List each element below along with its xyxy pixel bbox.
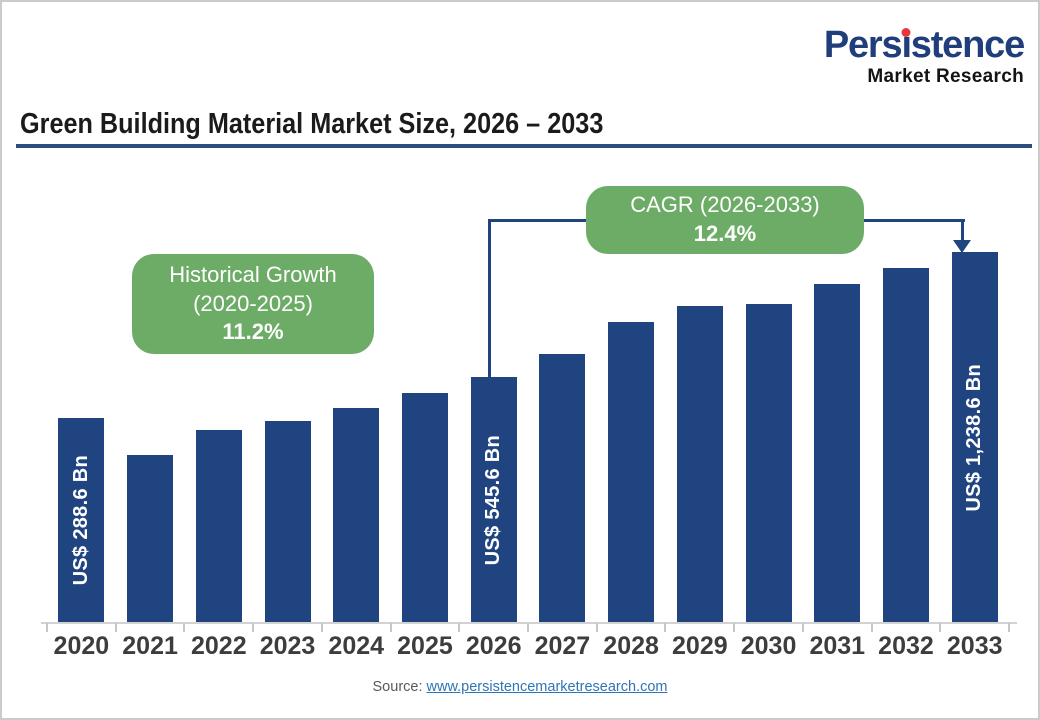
x-axis-line: [41, 622, 1017, 624]
x-axis-label-2029: 2029: [672, 632, 728, 660]
logo-text-pre: Pers: [823, 24, 903, 66]
bar-2023: [264, 421, 311, 623]
axis-tick: [252, 623, 255, 632]
bar-chart: US$ 288.6 Bn US$ 545.6 Bn US$ 1,238.6 Bn 2…: [41, 172, 1017, 660]
bar-cell-2029: [665, 172, 734, 623]
bar-2024: [333, 408, 380, 623]
historical-growth-line1: Historical Growth: [169, 262, 337, 288]
cagr-line1: CAGR (2026-2033): [630, 192, 820, 218]
x-axis-label-2026: 2026: [465, 632, 522, 660]
axis-tick: [664, 623, 667, 632]
bar-2029: [676, 306, 723, 623]
bar-2032: [882, 268, 929, 623]
x-axis-label-2031: 2031: [809, 632, 866, 660]
bar-cell-2020: US$ 288.6 Bn: [47, 172, 116, 623]
bar-cell-2022: [184, 172, 253, 623]
bars-row: US$ 288.6 Bn US$ 545.6 Bn US$ 1,238.6 Bn: [47, 172, 1009, 623]
x-axis-label-2025: 2025: [397, 632, 453, 660]
page-title: Green Building Material Market Size, 202…: [20, 108, 604, 140]
bar-cell-2021: [116, 172, 185, 623]
cagr-value: 12.4%: [693, 221, 757, 246]
bar-2031: [814, 284, 861, 623]
bar-cell-2024: [322, 172, 391, 623]
axis-tick: [939, 623, 942, 632]
axis-tick: [46, 623, 48, 632]
cagr-connector-left: [488, 219, 491, 377]
axis-tick: [389, 623, 392, 632]
bar-2033: US$ 1,238.6 Bn: [951, 252, 998, 623]
cagr-callout: CAGR (2026-2033) 12.4%: [586, 186, 864, 254]
bar-cell-2032: [872, 172, 941, 623]
x-axis-label-2022: 2022: [190, 632, 247, 660]
bar-2026: US$ 545.6 Bn: [470, 377, 517, 623]
logo-tagline: Market Research: [867, 66, 1024, 87]
historical-growth-line2: (2020-2025): [193, 290, 313, 316]
source-label: Source:: [372, 679, 427, 695]
bar-cell-2033: US$ 1,238.6 Bn: [940, 172, 1009, 623]
x-axis-label-2021: 2021: [122, 632, 178, 660]
axis-tick: [114, 623, 117, 632]
bar-cell-2028: [597, 172, 666, 623]
logo-letter-i: ı: [901, 24, 912, 66]
bar-2021: [127, 455, 174, 623]
bar-value-label-2026: US$ 545.6 Bn: [482, 434, 505, 566]
bar-cell-2031: [803, 172, 872, 623]
axis-tick: [320, 623, 323, 632]
title-underline: [16, 144, 1032, 148]
bar-value-label-2033: US$ 1,238.6 Bn: [963, 363, 986, 512]
cagr-arrowhead-icon: [953, 240, 971, 253]
bar-2030: [745, 304, 792, 623]
bar-cell-2030: [734, 172, 803, 623]
bar-cell-2023: [253, 172, 322, 623]
axis-tick: [527, 623, 529, 632]
x-axis-label-2030: 2030: [740, 632, 797, 660]
axis-tick: [870, 623, 873, 632]
source-line: Source: www.persistencemarketresearch.co…: [2, 679, 1038, 695]
x-axis-label-2033: 2033: [946, 632, 1003, 660]
axis-tick: [801, 623, 804, 632]
axis-tick: [595, 623, 598, 632]
cagr-connector-right: [961, 219, 964, 241]
bar-value-label-2020: US$ 288.6 Bn: [69, 455, 92, 586]
x-axis-label-2027: 2027: [534, 632, 591, 660]
bar-2028: [608, 322, 655, 623]
x-axis-labels: 2020 2021 2022 2023 2024 2025 2026 2027 2028 2029…: [47, 632, 1009, 661]
source-link[interactable]: www.persistencemarketresearch.com: [426, 679, 668, 695]
logo-text-post: stence: [910, 24, 1025, 66]
historical-growth-value: 11.2%: [222, 319, 284, 345]
pmr-logo: Persı stence Market Research: [823, 24, 1025, 87]
logo-wordmark: Persı stence: [823, 24, 1025, 66]
bar-cell-2025: [391, 172, 460, 623]
axis-tick: [1008, 623, 1010, 632]
bar-cell-2026: US$ 545.6 Bn: [459, 172, 528, 623]
x-axis-label-2023: 2023: [259, 632, 316, 660]
logo-star-icon: [901, 28, 911, 37]
x-axis-label-2028: 2028: [603, 632, 659, 660]
bar-2020: US$ 288.6 Bn: [58, 418, 105, 623]
x-axis-label-2024: 2024: [328, 632, 385, 660]
axis-tick: [458, 623, 461, 632]
x-axis-label-2020: 2020: [53, 632, 110, 660]
bar-2027: [539, 354, 586, 623]
axis-tick: [183, 623, 186, 632]
bar-cell-2027: [528, 172, 597, 623]
axis-tick: [733, 623, 736, 632]
bar-2022: [195, 430, 242, 623]
x-axis-label-2032: 2032: [878, 632, 934, 660]
bar-2025: [401, 393, 448, 623]
historical-growth-callout: Historical Growth (2020-2025) 11.2%: [132, 254, 374, 354]
